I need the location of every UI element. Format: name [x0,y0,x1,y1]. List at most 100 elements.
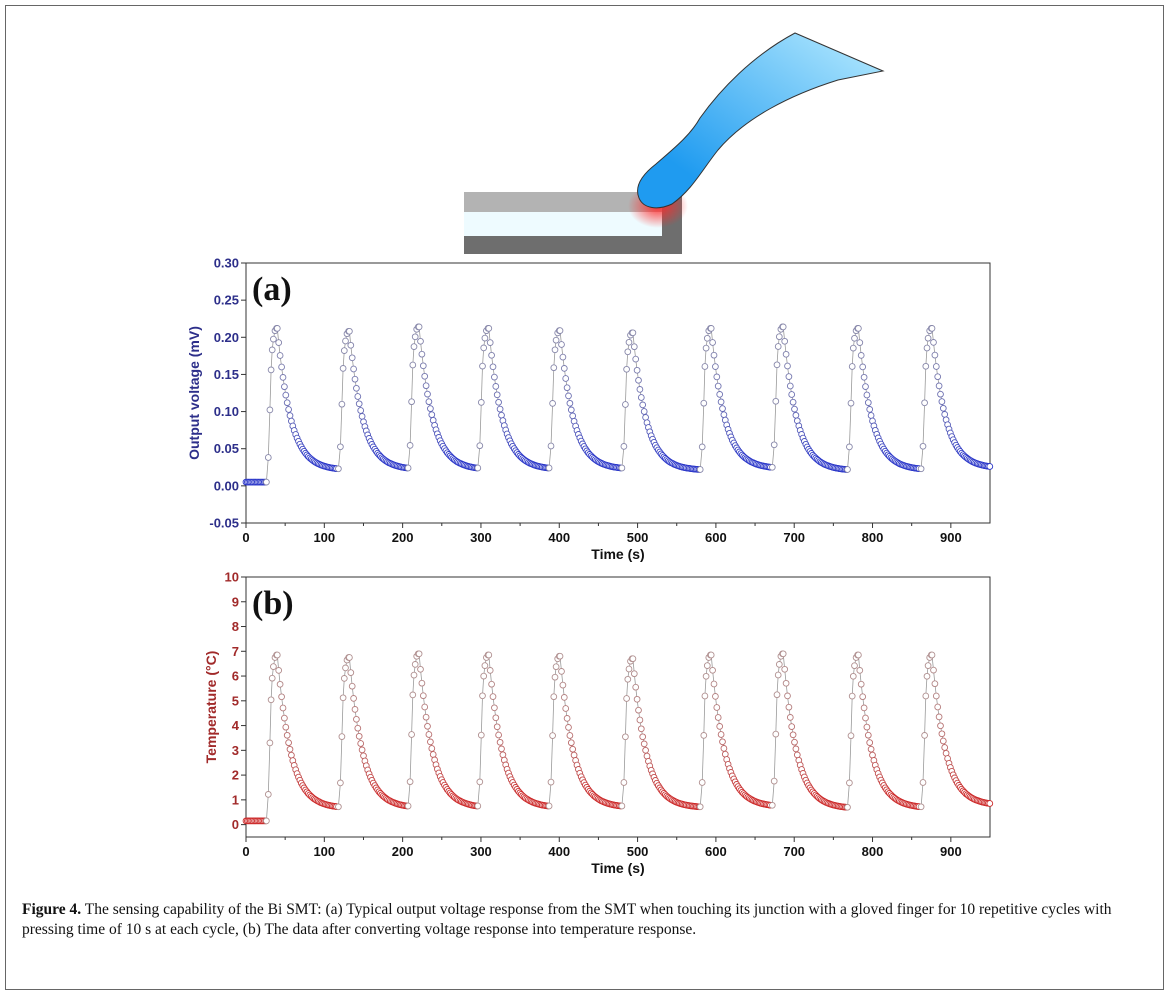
panel-b-data-point [924,662,932,669]
panel-b-data-point [477,731,485,739]
panel-b-data-point [640,740,648,748]
panel-a-data-point [547,442,555,450]
panel-a-data-point [417,337,424,345]
panel-b-y-tick-label: 4 [232,718,240,733]
panel-b-data-point [859,693,867,701]
panel-b-data-point [348,682,356,690]
panel-a-data-point [863,391,871,399]
panel-a-data-point [563,384,571,392]
panel-b-data-point [415,650,423,658]
panel-a-data-point [630,343,638,351]
panel-b-data-point [642,746,649,754]
panel-a-data-point [545,464,553,472]
panel-a-data-point [703,334,711,342]
panel-a-data-point [625,338,633,346]
panel-b-data-point [565,724,572,731]
panel-b-data-point [562,705,570,712]
panel-b-y-tick-label: 3 [232,743,239,758]
panel-a-data-point [702,344,710,352]
panel-a-data-point [792,411,800,419]
panel-a-data-point [862,383,869,390]
panel-a-data-point [560,365,568,372]
panel-b-data-point [941,744,949,751]
panel-b-data-point [425,731,433,738]
panel-b-data-point [358,746,366,754]
panel-b-data-point [267,696,275,704]
panel-a-data-point [357,407,365,414]
panel-a-data-point [346,327,353,335]
panel-a-data-point [720,411,728,419]
panel-a-data-point [480,344,488,352]
panel-a-data-point [338,400,346,408]
panel-b-x-tick-label: 200 [392,844,414,859]
panel-a-data-point [496,405,504,413]
panel-b-data-point [702,672,710,680]
figure-canvas: 0 100 200 300 400 500 600 700 800 900 -0.050.000.… [186,32,994,876]
panel-a-data-point [491,373,498,381]
panel-a-data-point [789,398,797,406]
panel-a-data-point [624,348,632,356]
panel-a-x-tick-label: 800 [862,530,884,545]
panel-b-x-tick-label: 0 [242,844,249,859]
panel-b-data-point [427,738,434,746]
panel-b-data-point [855,651,862,659]
panel-a-data-point [348,354,356,362]
panel-b-data-point [866,739,874,746]
panel-a-data-point [639,401,647,409]
panel-b-data-point [340,675,348,682]
panel-b-data-point [844,803,851,811]
panel-a-data-point [279,374,287,381]
panel-b-data-point [286,745,294,753]
panel-b-data-point [937,722,944,730]
panel-b-data-point [276,680,284,688]
panel-a-data-point [782,350,790,358]
panel-b-x-ticks: 0 100 200 300 400 500 600 700 800 900 [242,837,962,859]
panel-a-data-point [784,362,791,370]
panel-b-data-point [411,661,419,668]
panel-b-data-point [864,731,872,739]
panel-b-y-tick-label: 8 [232,619,239,634]
panel-a-x-tick-label: 700 [783,530,805,545]
panel-b-data-point [335,803,342,811]
panel-a-data-point [779,323,787,331]
panel-b-data-point [263,817,270,825]
panel-a-x-tick-label: 0 [242,530,249,545]
panel-a-data-point [856,339,864,346]
panel-a-data-point [781,337,789,345]
panel-a-data-point [552,336,560,344]
panel-a-data-point [859,363,867,371]
panel-a-data-point [353,384,360,392]
panel-b-data-point [566,732,574,739]
panel-a-data-point [710,351,718,359]
panel-b-data-point [351,706,359,713]
panel-a-data-point [424,390,431,398]
panel-b-data-point [620,779,628,786]
panel-b-data-point [480,672,488,680]
panel-b-data-point [930,666,937,674]
panel-b-data-point [552,663,560,671]
panel-b-series [242,650,994,825]
panel-a-data-point [924,334,932,342]
panel-b-data-point [550,693,558,701]
panel-a-data-point [406,442,414,449]
panel-a-x-tick-label: 300 [470,530,492,545]
panel-a-series [242,323,994,486]
panel-b-data-point [851,662,858,670]
panel-b-data-point [556,652,564,660]
panel-a-data-point [485,325,493,332]
panel-a-data-point [415,323,423,331]
panel-a-data-point [941,411,949,418]
panel-b-data-point [935,713,943,721]
panel-a-data-point [264,454,272,461]
panel-b-data-point [791,738,798,746]
panel-b-data-point [917,803,925,811]
panel-b-data-point [357,740,365,747]
panel-b-data-point [275,667,283,674]
figure-caption-text: The sensing capability of the Bi SMT: (a… [22,901,1112,938]
panel-b-data-point [283,731,291,739]
panel-a-data-point [712,363,719,370]
panel-b-data-point [567,739,575,747]
panel-a-data-point [864,399,872,406]
panel-b-data-point [624,675,632,683]
panel-b-data-point [632,683,640,691]
